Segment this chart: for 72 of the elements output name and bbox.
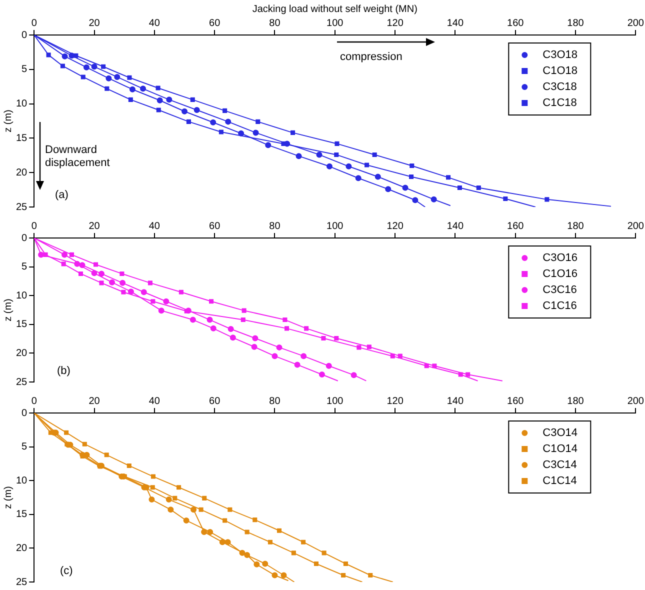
x-tick-label: 0	[31, 396, 38, 407]
y-tick-label: 20	[16, 167, 28, 178]
x-tick-label: 80	[269, 220, 281, 232]
annotation: Downward displacement	[45, 144, 111, 170]
y-tick-label: 0	[22, 232, 28, 244]
y-tick-label: 20	[16, 348, 28, 359]
y-tick-label: 15	[16, 509, 28, 520]
y-axis-title: z (m)	[2, 298, 14, 322]
x-tick-label: 140	[446, 18, 464, 29]
x-tick-label: 80	[269, 396, 281, 407]
annotation: (b)	[57, 365, 70, 378]
x-tick-label: 60	[209, 18, 221, 29]
legend-label: C1O18	[542, 65, 578, 78]
x-tick-label: 120	[386, 220, 404, 232]
x-tick-label: 0	[31, 18, 38, 29]
x-tick-label: 60	[209, 220, 221, 232]
y-tick-label: 0	[22, 30, 28, 41]
y-tick-label: 5	[22, 262, 28, 273]
y-tick-label: 25	[16, 202, 28, 213]
legend-label: C3C14	[542, 459, 577, 472]
y-tick-label: 10	[16, 98, 28, 110]
y-tick-label: 25	[16, 376, 28, 388]
x-tick-label: 180	[567, 396, 584, 407]
x-tick-label: 100	[326, 220, 344, 232]
y-tick-label: 5	[22, 442, 28, 453]
legend-label: C3C18	[542, 81, 577, 94]
x-tick-label: 160	[507, 18, 524, 29]
x-tick-label: 40	[148, 396, 160, 407]
annotation: compression	[340, 51, 402, 64]
x-tick-label: 80	[269, 18, 281, 29]
y-tick-label: 10	[16, 290, 28, 302]
x-tick-label: 100	[326, 396, 344, 407]
x-axis-title: Jacking load without self weight (MN)	[252, 4, 418, 15]
x-tick-label: 200	[627, 18, 644, 29]
legend-label: C1C16	[542, 300, 577, 312]
y-tick-label: 15	[16, 132, 28, 144]
legend-label: C3O18	[542, 49, 578, 62]
x-tick-label: 40	[148, 220, 160, 232]
y-axis-title: z (m)	[2, 110, 14, 132]
x-tick-label: 140	[446, 220, 464, 232]
x-tick-label: 120	[386, 396, 404, 407]
x-tick-label: 200	[627, 396, 644, 407]
legend-label: C3O16	[542, 252, 578, 264]
y-tick-label: 5	[22, 64, 28, 76]
x-tick-label: 180	[567, 18, 584, 29]
x-tick-label: 20	[88, 220, 100, 232]
y-tick-label: 15	[16, 319, 28, 330]
x-tick-label: 0	[31, 220, 38, 232]
x-tick-label: 40	[148, 18, 160, 29]
y-tick-label: 25	[16, 576, 28, 588]
y-tick-label: 20	[16, 542, 28, 554]
legend-label: C3O14	[542, 427, 578, 440]
legend-label: C1O14	[542, 443, 578, 456]
y-tick-label: 0	[22, 408, 28, 419]
legend-label: C3C16	[542, 284, 577, 296]
x-tick-label: 60	[209, 396, 221, 407]
x-tick-label: 180	[567, 220, 584, 232]
legend-label: C1C18	[542, 97, 577, 110]
x-tick-label: 160	[507, 396, 524, 407]
x-tick-label: 20	[88, 18, 100, 29]
x-tick-label: 160	[507, 220, 524, 232]
x-tick-label: 120	[386, 18, 404, 29]
x-tick-label: 140	[446, 396, 464, 407]
x-tick-label: 20	[88, 396, 100, 407]
x-tick-label: 100	[326, 18, 344, 29]
annotation: (c)	[60, 565, 73, 578]
legend-label: C1O16	[542, 268, 578, 280]
legend-label: C1C14	[542, 475, 577, 488]
y-tick-label: 10	[16, 475, 28, 486]
x-tick-label: 200	[627, 220, 644, 232]
annotation: (a)	[55, 189, 68, 202]
y-axis-title: z (m)	[2, 486, 14, 509]
